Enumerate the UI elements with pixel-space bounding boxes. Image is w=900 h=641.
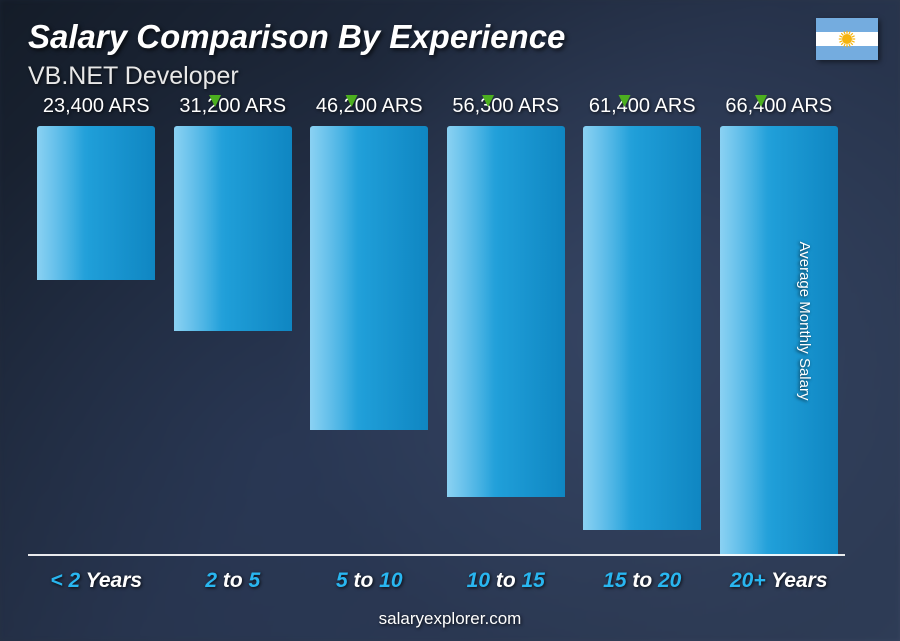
bar-value-label: 66,400 ARS [725,95,832,118]
bar [720,126,838,556]
bar [583,126,701,530]
bar-slot: 56,300 ARS [445,95,568,556]
bar [37,126,155,280]
x-axis-label: 5 to 10 [308,569,431,593]
bar-slot: 61,400 ARS [581,95,704,556]
y-axis-label: Average Monthly Salary [796,241,813,400]
chart-subtitle: VB.NET Developer [28,62,239,91]
argentina-flag-icon [816,18,878,60]
bar [310,126,428,430]
bar-value-label: 56,300 ARS [452,95,559,118]
x-axis-label: 10 to 15 [445,569,568,593]
chart-title: Salary Comparison By Experience [28,18,565,56]
x-axis-label: 2 to 5 [172,569,295,593]
bar-value-label: 23,400 ARS [43,95,150,118]
x-axis-label: 15 to 20 [581,569,704,593]
bar [447,126,565,497]
x-axis-labels: < 2 Years 2 to 5 5 to 10 10 to 15 15 to 20 20… [35,569,840,593]
x-axis-label: < 2 Years [35,569,158,593]
bar-value-label: 46,200 ARS [316,95,423,118]
x-axis-label: 20+ Years [718,569,841,593]
bar-chart: 23,400 ARS 31,200 ARS 46,200 ARS 56,300 ARS… [35,95,840,556]
bar-value-label: 31,200 ARS [179,95,286,118]
bar-slot: 46,200 ARS [308,95,431,556]
x-axis-line [28,554,845,556]
bar-value-label: 61,400 ARS [589,95,696,118]
footer-attribution: salaryexplorer.com [0,609,900,629]
bar [174,126,292,331]
bar-slot: 23,400 ARS [35,95,158,556]
bar-slot: 66,400 ARS [718,95,841,556]
bar-slot: 31,200 ARS [172,95,295,556]
